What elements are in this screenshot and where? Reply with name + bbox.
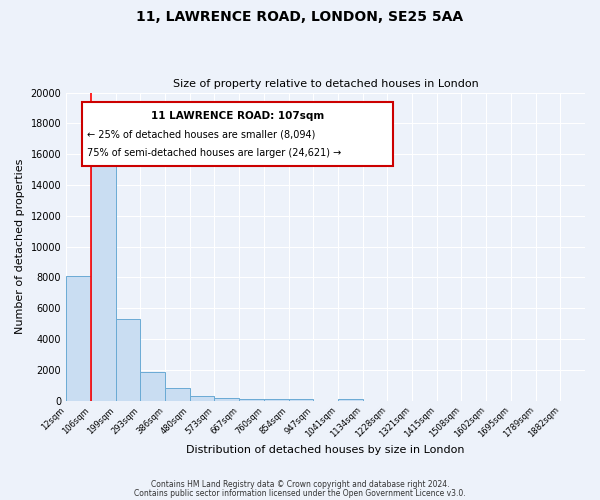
Bar: [140, 372, 165, 400]
Bar: [214, 398, 239, 400]
Text: 11, LAWRENCE ROAD, LONDON, SE25 5AA: 11, LAWRENCE ROAD, LONDON, SE25 5AA: [136, 10, 464, 24]
Bar: [239, 399, 264, 400]
Text: ← 25% of detached houses are smaller (8,094): ← 25% of detached houses are smaller (8,…: [87, 130, 315, 140]
X-axis label: Distribution of detached houses by size in London: Distribution of detached houses by size …: [187, 445, 465, 455]
Bar: [289, 399, 313, 400]
Text: Contains HM Land Registry data © Crown copyright and database right 2024.: Contains HM Land Registry data © Crown c…: [151, 480, 449, 489]
Bar: [116, 319, 140, 400]
Text: 11 LAWRENCE ROAD: 107sqm: 11 LAWRENCE ROAD: 107sqm: [151, 111, 324, 121]
Text: 75% of semi-detached houses are larger (24,621) →: 75% of semi-detached houses are larger (…: [87, 148, 341, 158]
Title: Size of property relative to detached houses in London: Size of property relative to detached ho…: [173, 79, 478, 89]
Bar: [91, 145, 116, 401]
Bar: [165, 388, 190, 400]
Bar: [338, 398, 362, 400]
Y-axis label: Number of detached properties: Number of detached properties: [15, 159, 25, 334]
Bar: [190, 396, 214, 400]
Bar: [264, 399, 289, 400]
Text: Contains public sector information licensed under the Open Government Licence v3: Contains public sector information licen…: [134, 488, 466, 498]
FancyBboxPatch shape: [82, 102, 393, 166]
Bar: [66, 276, 91, 400]
